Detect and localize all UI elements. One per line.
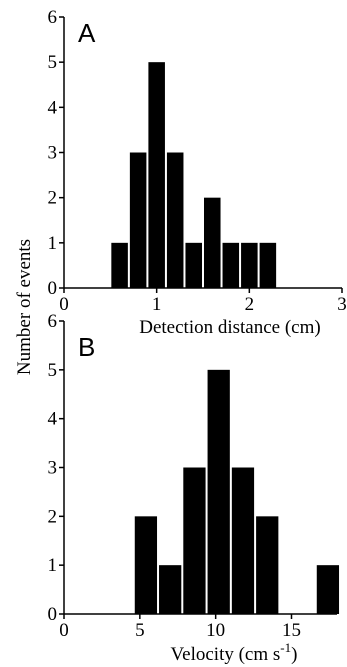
- panel-a-letter: A: [78, 18, 96, 48]
- panel-b-x-axis-title-main: Velocity (cm s: [171, 644, 281, 665]
- panel-b-y-tick-label: 6: [48, 311, 58, 332]
- panel-b-y-tick-label: 1: [48, 555, 58, 576]
- panel-a-x-axis-title: Detection distance (cm): [139, 317, 320, 338]
- panel-a-bar: [241, 242, 258, 288]
- panel-a-x-tick-label: 2: [245, 294, 255, 315]
- panel-b-bar: [316, 565, 340, 614]
- panel-b-axes: 0 1 2 3 4 5 6 0 5 10 15: [48, 311, 337, 641]
- panel-b-x-tick-label: 0: [59, 620, 69, 641]
- panel-a-bars: [111, 62, 277, 288]
- panel-a-bar: [129, 152, 147, 288]
- panel-b-bar: [207, 369, 230, 614]
- panel-a-y-tick-label: 3: [48, 143, 58, 164]
- panel-b-letter: B: [78, 332, 95, 362]
- panel-a-bar: [259, 242, 277, 288]
- panel-a-y-tick-label: 1: [48, 233, 58, 254]
- panel-a-axes: 0 1 2 3 4 5 6 0 1 2 3: [48, 7, 347, 315]
- panel-a-x-tick-label: 3: [337, 294, 347, 315]
- panel-b-y-tick-label: 0: [48, 604, 58, 625]
- panel-a-x-tick-label: 1: [152, 294, 162, 315]
- panel-a-bar: [185, 242, 202, 288]
- panel-b-bar: [159, 565, 182, 614]
- panel-b: B 0 1 2 3 4 5 6 0 5 10 15 Velocity (cm s-1): [48, 311, 340, 665]
- panel-a-bar: [148, 62, 165, 288]
- panel-b-x-tick-label: 10: [206, 620, 225, 641]
- panel-a-bar: [111, 242, 128, 288]
- panel-b-y-tick-label: 2: [48, 506, 58, 527]
- panel-b-x-axis-title: Velocity (cm s-1): [171, 640, 298, 665]
- panel-b-x-axis-title-tail: ): [291, 644, 297, 665]
- panel-a-y-tick-label: 6: [48, 7, 58, 28]
- panel-b-x-axis-title-sup: -1: [280, 640, 291, 655]
- y-axis-title: Number of events: [14, 239, 35, 375]
- panel-a-y-tick-label: 4: [48, 97, 58, 118]
- panel-a-bar: [204, 197, 221, 288]
- panel-b-x-tick-label: 5: [135, 620, 145, 641]
- panel-b-y-tick-label: 3: [48, 458, 58, 479]
- panel-b-bar: [231, 467, 255, 614]
- panel-b-y-tick-label: 4: [48, 409, 58, 430]
- panel-a-y-tick-label: 2: [48, 188, 58, 209]
- panel-a-x-tick-label: 0: [59, 294, 69, 315]
- panel-b-bar: [134, 516, 158, 614]
- panel-b-y-tick-label: 5: [48, 360, 58, 381]
- panel-a-bar: [222, 242, 240, 288]
- panel-b-x-tick-label: 15: [282, 620, 301, 641]
- panel-a-y-tick-label: 5: [48, 52, 58, 73]
- panel-a-bar: [166, 152, 184, 288]
- panel-a-y-tick-label: 0: [48, 278, 58, 299]
- panel-b-bars: [134, 369, 340, 614]
- panel-b-bar: [183, 467, 206, 614]
- panel-b-bar: [256, 516, 279, 614]
